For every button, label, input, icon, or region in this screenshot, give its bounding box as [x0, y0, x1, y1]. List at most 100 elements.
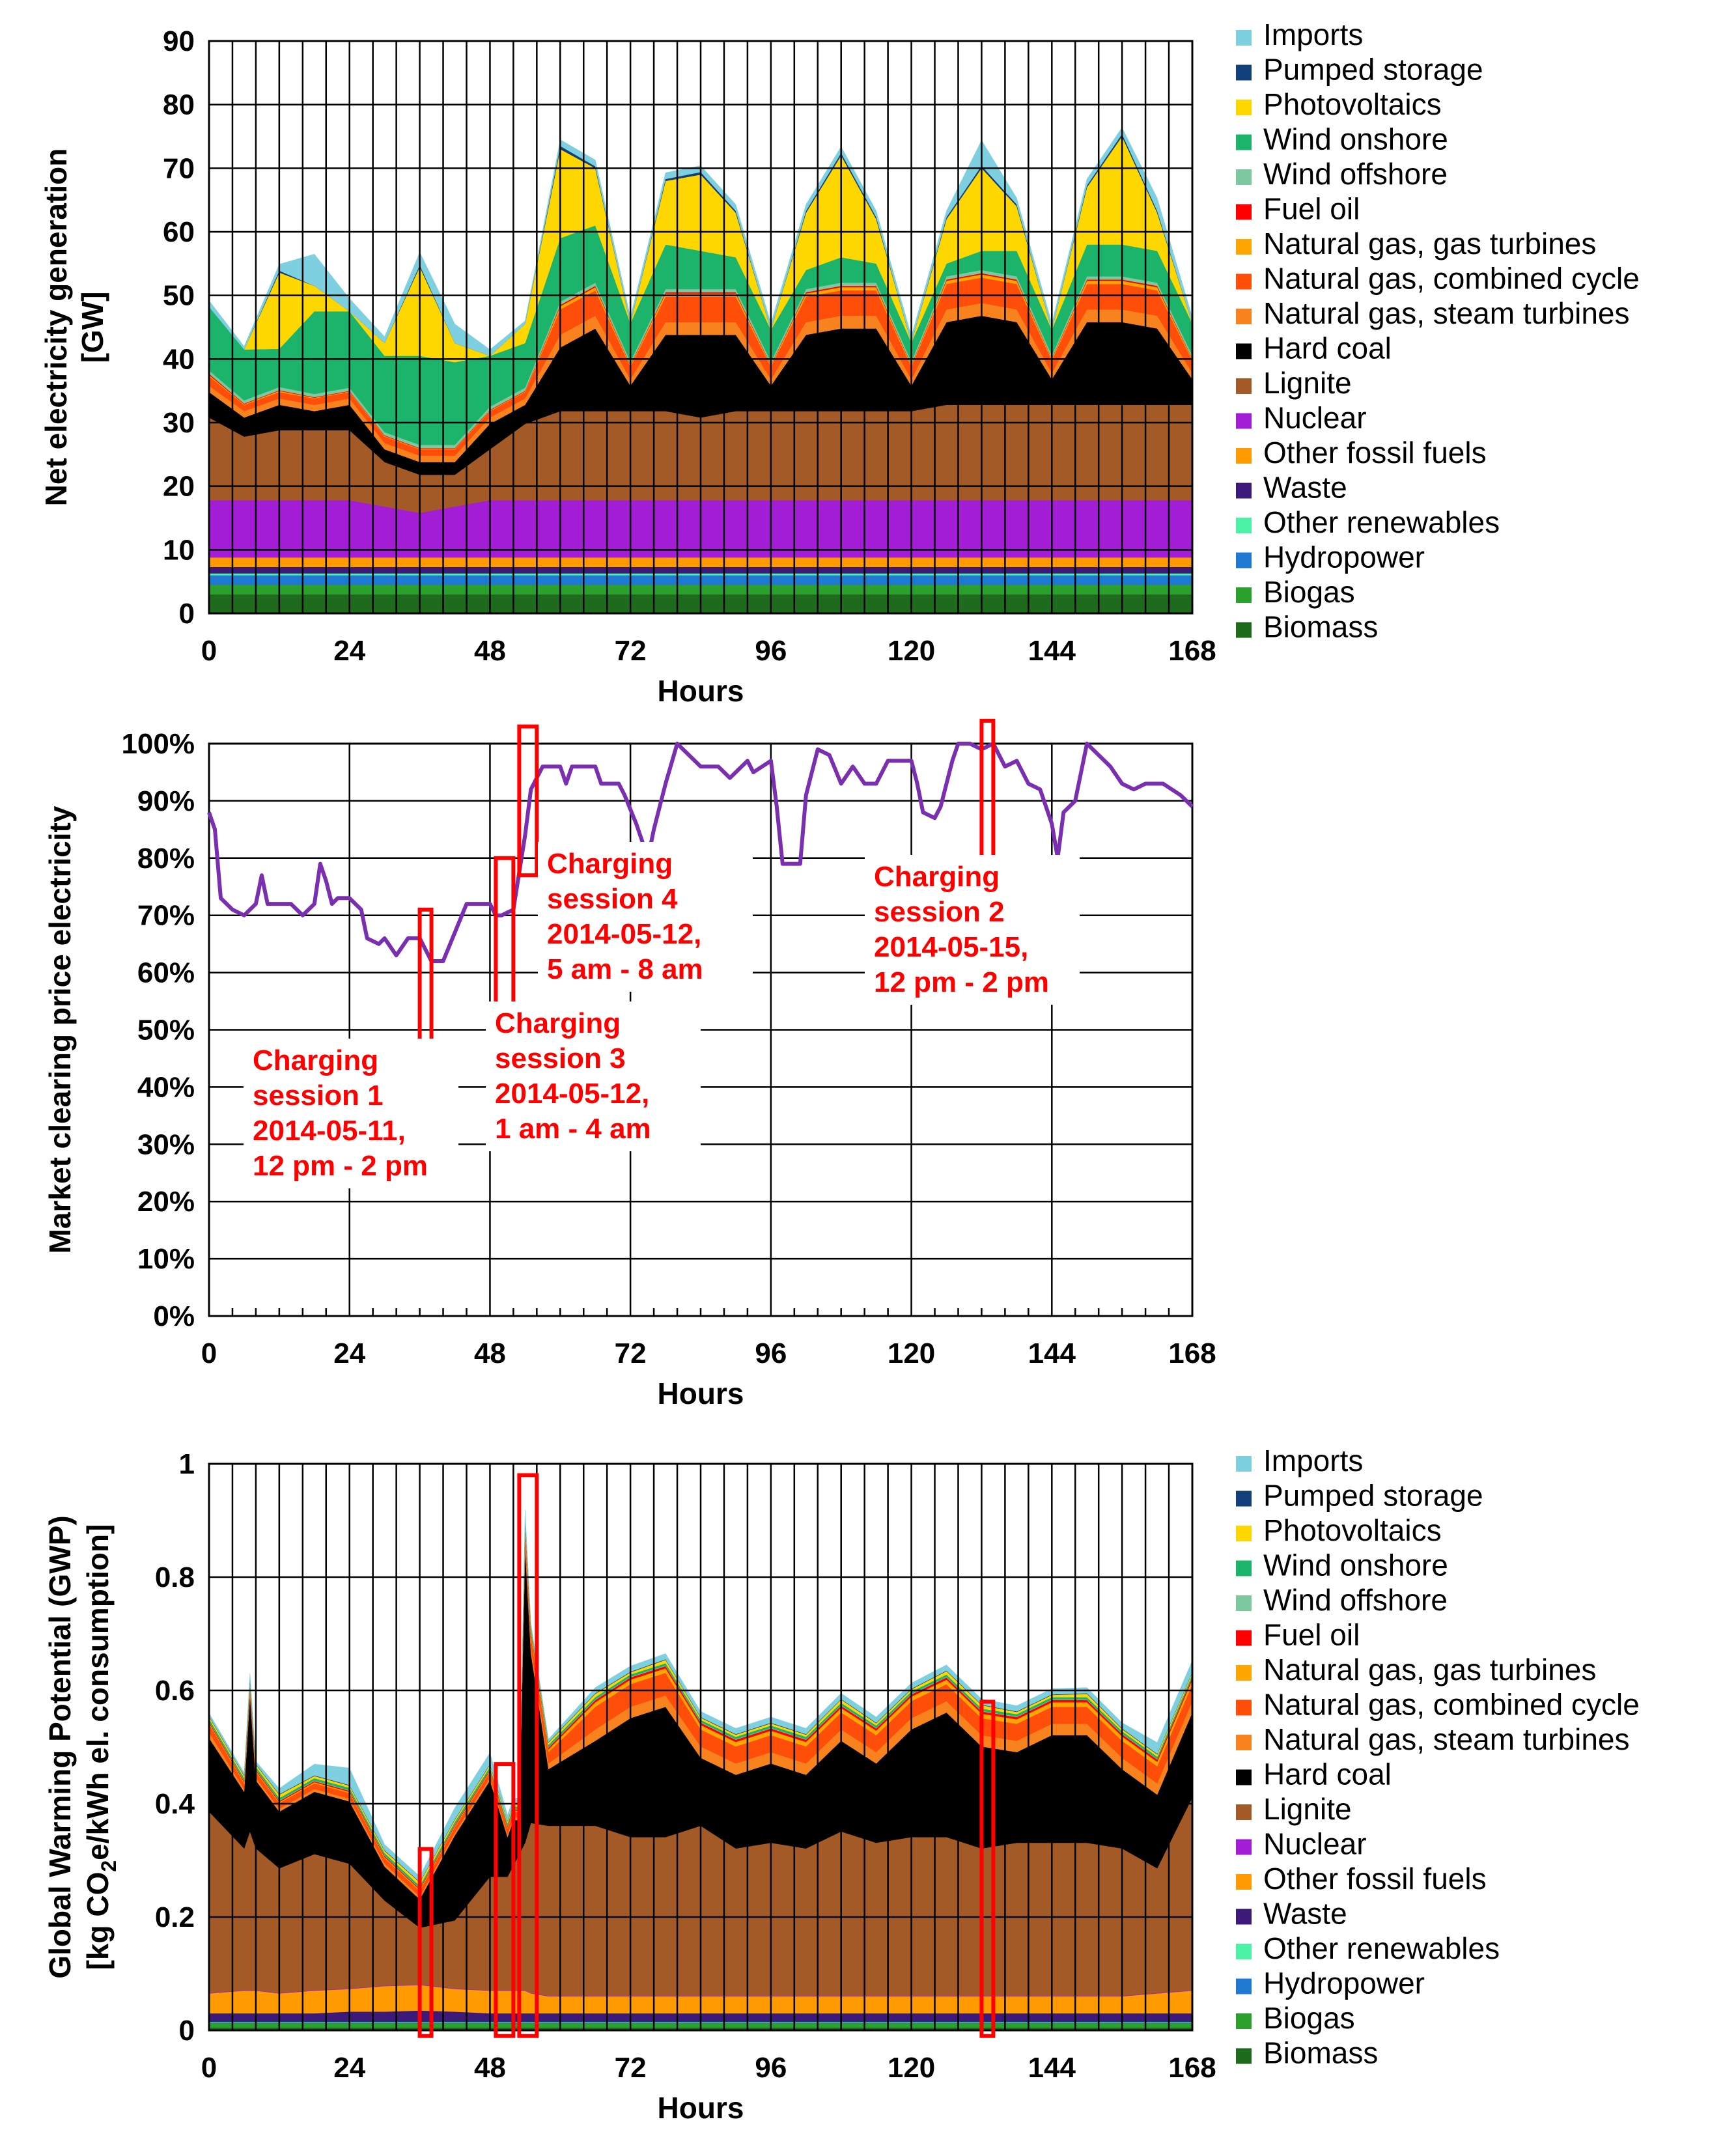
legend-swatch — [1236, 378, 1252, 394]
price-line — [207, 742, 1194, 963]
legend-swatch — [1236, 134, 1252, 150]
legend-swatch — [1236, 1456, 1252, 1472]
legend-label: Other renewables — [1263, 505, 1500, 539]
annotation-line: 12 pm - 2 pm — [253, 1150, 428, 1182]
y-tick-label: 70 — [163, 152, 195, 184]
charging-session-highlight — [494, 1762, 516, 2038]
legend-label: Natural gas, gas turbines — [1263, 227, 1596, 260]
legend-label: Hard coal — [1263, 1757, 1392, 1791]
y-axis-label-line: [GW] — [76, 292, 109, 363]
gridlines — [209, 41, 1192, 613]
minor-ticks — [231, 1308, 1170, 1316]
legend-label: Nuclear — [1263, 401, 1367, 435]
y-tick-label: 0.4 — [155, 1788, 195, 1820]
legend-swatch — [1236, 552, 1252, 568]
legend-swatch — [1236, 309, 1252, 324]
x-tick-label: 48 — [474, 2052, 506, 2084]
y-axis-label-line: [kg CO — [81, 1872, 115, 1970]
legend-swatch — [1236, 622, 1252, 638]
legend-swatch — [1236, 204, 1252, 220]
legend-label: Biomass — [1263, 2036, 1378, 2070]
y-tick-label: 40% — [137, 1071, 195, 1103]
legend-label: Biogas — [1263, 2001, 1355, 2035]
legend-label: Waste — [1263, 471, 1347, 505]
y-tick-label: 80 — [163, 89, 195, 121]
y-tick-label: 0 — [179, 2015, 195, 2047]
annotation-line: 1 am - 4 am — [495, 1113, 651, 1145]
annotation-line: 2014-05-15, — [874, 931, 1028, 963]
legend-swatch — [1236, 1874, 1252, 1890]
price-chart: 0% 10% 20% 30% 40% 50% 60% 70% 80% 90% 100% 0 24 48 72… — [43, 718, 1216, 1410]
legend-label: Wind onshore — [1263, 1548, 1448, 1582]
legend-swatch — [1236, 169, 1252, 185]
x-tick-label: 120 — [888, 1337, 935, 1369]
x-tick-label: 96 — [755, 2052, 787, 2084]
y-tick-label: 60% — [137, 957, 195, 989]
legend-label: Natural gas, steam turbines — [1263, 296, 1630, 330]
legend-label: Lignite — [1263, 366, 1352, 400]
x-tick-label: 144 — [1028, 1337, 1076, 1369]
x-tick-label: 72 — [615, 1337, 647, 1369]
y-tick-label: 10% — [137, 1243, 195, 1275]
y-tick-label: 40 — [163, 343, 195, 375]
x-tick-label: 144 — [1028, 635, 1076, 667]
x-axis-label: Hours — [658, 674, 744, 708]
y-tick-label: 10 — [163, 534, 195, 566]
gridlines — [209, 1464, 1192, 2030]
legend-label: Natural gas, gas turbines — [1263, 1653, 1596, 1687]
legend-label: Other fossil fuels — [1263, 1862, 1487, 1896]
y-axis-label: Global Warming Potential (GWP) [kg CO2e/k… — [43, 1515, 120, 1978]
legend-swatch — [1236, 1595, 1252, 1611]
legend-swatch — [1236, 1839, 1252, 1855]
y-tick-label: 50 — [163, 280, 195, 312]
charging-session-highlight — [417, 907, 434, 1061]
y-tick-label: 0.6 — [155, 1675, 195, 1707]
legend-label: Natural gas, combined cycle — [1263, 1688, 1640, 1722]
legend-swatch — [1236, 1769, 1252, 1785]
plot-frame — [208, 1463, 1194, 2032]
y-tick-label: 20 — [163, 471, 195, 503]
legend-label: Imports — [1263, 18, 1363, 51]
y-tick-label: 0% — [153, 1300, 195, 1332]
x-tick-label: 0 — [201, 635, 217, 667]
y-axis-label-line: e/kWh el. consumption] — [81, 1524, 115, 1860]
x-tick-label: 144 — [1028, 2052, 1076, 2084]
legend-swatch — [1236, 1491, 1252, 1507]
plot-frame — [208, 40, 1194, 615]
legend-label: Photovoltaics — [1263, 87, 1442, 121]
annotation-line: session 4 — [547, 883, 678, 915]
x-tick-label: 24 — [333, 1337, 365, 1369]
y-tick-label: 1 — [179, 1448, 195, 1480]
legend-swatch — [1236, 1944, 1252, 1959]
y-tick-label: 90% — [137, 785, 195, 817]
annotation-line: 2014-05-12, — [547, 918, 701, 950]
x-tick-label: 120 — [888, 635, 935, 667]
legend-label: Biomass — [1263, 610, 1378, 644]
legend-swatch — [1236, 518, 1252, 533]
legend-swatch — [1236, 483, 1252, 499]
legend-label: Wind offshore — [1263, 157, 1448, 191]
y-axis-label-line: Global Warming Potential (GWP) — [43, 1515, 77, 1978]
y-tick-label: 0.2 — [155, 1901, 195, 1933]
x-tick-label: 72 — [615, 2052, 647, 2084]
x-tick-label: 48 — [474, 635, 506, 667]
legend-label: Waste — [1263, 1897, 1347, 1931]
x-tick-label: 24 — [333, 2052, 365, 2084]
y-tick-label: 80% — [137, 843, 195, 875]
annotation-line: 2014-05-12, — [495, 1078, 649, 1110]
annotation-line: 12 pm - 2 pm — [874, 966, 1049, 998]
x-tick-label: 120 — [888, 2052, 935, 2084]
legend-swatch — [1236, 239, 1252, 255]
x-tick-label: 96 — [755, 635, 787, 667]
x-tick-label: 0 — [201, 1337, 217, 1369]
legend-swatch — [1236, 448, 1252, 464]
legend-label: Other fossil fuels — [1263, 436, 1487, 469]
y-axis-label: Net electricity generation[GW] — [39, 148, 109, 507]
y-tick-label: 90 — [163, 25, 195, 57]
legend-swatch — [1236, 1630, 1252, 1646]
x-tick-label: 96 — [755, 1337, 787, 1369]
